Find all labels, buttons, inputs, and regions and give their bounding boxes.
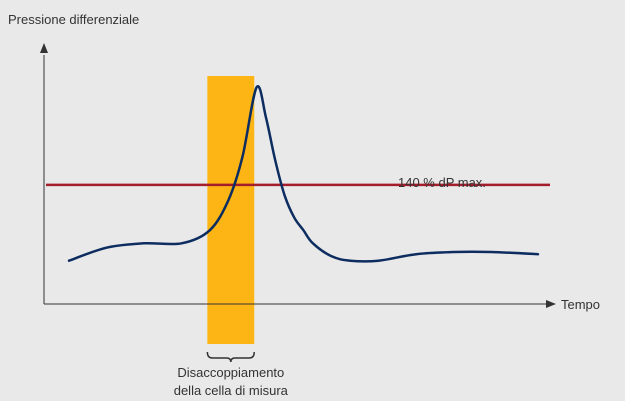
y-axis-label: Pressione differenziale xyxy=(8,12,139,27)
y-axis-arrowhead xyxy=(40,43,48,53)
x-axis-label: Tempo xyxy=(561,297,600,312)
decoupling-label-line2: della cella di misura xyxy=(174,383,289,398)
threshold-label: 140 % dP max. xyxy=(398,175,486,190)
x-axis-arrowhead xyxy=(546,300,556,308)
decoupling-label-line1: Disaccoppiamento xyxy=(177,365,284,380)
decoupling-brace xyxy=(206,351,256,363)
pressure-curve xyxy=(67,84,540,263)
decoupling-band xyxy=(207,76,255,344)
